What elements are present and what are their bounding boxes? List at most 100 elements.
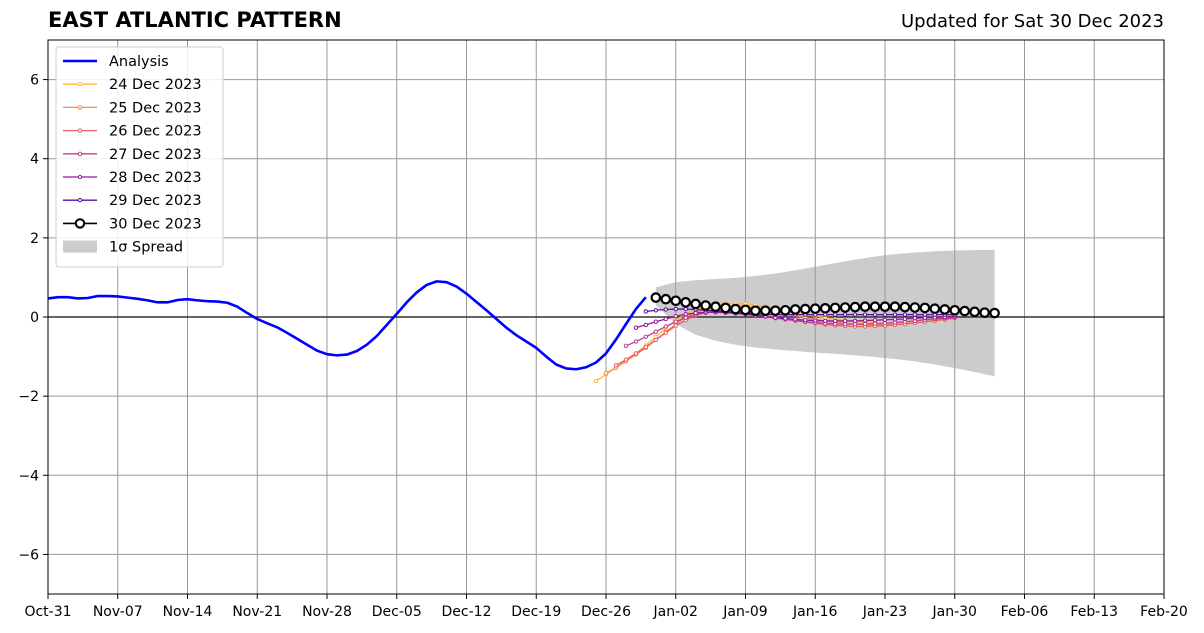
forecast-point: [643, 334, 649, 339]
forecast-point: [663, 316, 668, 322]
legend-label: 26 Dec 2023: [109, 124, 202, 140]
forecast-point: [750, 305, 761, 316]
forecast-point: [783, 316, 788, 321]
forecast-point: [902, 316, 908, 322]
forecast-point: [663, 324, 668, 329]
forecast-point: [813, 318, 818, 323]
forecast-point: [929, 303, 941, 314]
forecast-point: [959, 305, 971, 317]
forecast-point: [912, 315, 918, 321]
forecast-point: [872, 312, 878, 317]
forecast-point: [653, 337, 659, 343]
x-tick-label: Nov-07: [93, 604, 143, 620]
forecast-point: [693, 310, 698, 316]
forecast-point: [829, 302, 841, 314]
forecast-point: [862, 318, 868, 323]
legend-swatch-marker: [77, 128, 83, 133]
y-tick-label: 6: [30, 73, 39, 89]
forecast-point: [790, 304, 801, 315]
forecast-point: [849, 301, 861, 313]
forecast-point: [593, 378, 599, 384]
legend-label: Analysis: [109, 54, 169, 70]
forecast-point: [832, 312, 838, 317]
forecast-point: [653, 308, 659, 313]
legend-item: 24 Dec 2023: [63, 77, 202, 93]
forecast-point: [892, 317, 898, 322]
forecast-point: [922, 312, 928, 317]
forecast-line: [625, 311, 955, 347]
forecast-point: [842, 318, 848, 324]
forecast-point: [770, 305, 781, 316]
forecast-point: [809, 303, 821, 314]
forecast-point: [852, 318, 858, 324]
x-tick-label: Dec-19: [511, 604, 561, 620]
x-tick-label: Jan-02: [653, 604, 698, 620]
forecast-point: [683, 312, 688, 317]
forecast-point: [670, 295, 682, 307]
forecast-point: [892, 312, 898, 317]
forecast-point: [839, 302, 851, 313]
forecast-point: [683, 306, 688, 312]
forecast-point: [852, 312, 858, 317]
y-tick-label: 4: [30, 152, 39, 168]
y-tick-label: 0: [30, 310, 39, 326]
analysis-line: [47, 280, 647, 371]
forecast-point: [633, 351, 639, 356]
forecast-point: [803, 317, 808, 323]
forecast-point: [760, 305, 771, 316]
legend-item: 27 Dec 2023: [63, 147, 202, 163]
x-tick-label: Jan-16: [792, 604, 838, 620]
forecast-point: [623, 357, 629, 362]
legend: Analysis 24 Dec 2023 25 Dec 2023 26 Dec 202…: [55, 46, 224, 268]
x-tick-label: Dec-12: [442, 604, 492, 620]
forecast-point: [643, 322, 649, 328]
forecast-point: [899, 301, 911, 313]
forecast-point: [862, 321, 868, 327]
forecast-point: [882, 317, 888, 322]
forecast-point: [869, 301, 881, 313]
ticks-group: Oct-31 Nov-07 Nov-14 Nov-21 Nov-28 Dec-05 Dec-…: [18, 73, 1187, 620]
y-tick-label: 2: [30, 231, 39, 247]
y-tick-label: −2: [18, 389, 39, 405]
forecast-point: [780, 304, 791, 316]
forecast-point: [919, 302, 931, 314]
forecast-point: [633, 339, 639, 344]
forecast-point: [663, 307, 668, 312]
forecast-point: [740, 304, 751, 316]
y-tick-label: −6: [18, 547, 39, 563]
legend-label: 30 Dec 2023: [109, 216, 202, 232]
forecast-point: [859, 301, 871, 313]
forecast-point: [902, 312, 908, 317]
legend-item: Analysis: [63, 54, 169, 70]
legend-swatch-marker: [77, 198, 83, 203]
legend-swatch-marker: [74, 218, 86, 229]
forecast-point: [823, 318, 828, 324]
x-tick-label: Dec-26: [581, 604, 631, 620]
legend-item: 28 Dec 2023: [63, 170, 202, 186]
forecast-point: [909, 302, 921, 313]
legend-swatch-marker: [77, 105, 83, 110]
forecast-point: [799, 303, 811, 315]
forecast-point: [650, 292, 662, 303]
legend-item: 25 Dec 2023: [63, 100, 202, 116]
forecast-point: [879, 301, 891, 313]
legend-label: 28 Dec 2023: [109, 170, 202, 186]
forecast-point: [683, 315, 688, 320]
x-tick-label: Dec-05: [372, 604, 422, 620]
legend-item: 30 Dec 2023: [63, 216, 202, 232]
forecast-point: [939, 304, 951, 315]
forecast-point: [643, 309, 649, 314]
x-tick-label: Jan-09: [722, 604, 767, 620]
forecast-point: [653, 319, 659, 324]
forecasts-group: [593, 292, 1000, 384]
legend-box: [55, 46, 224, 268]
legend-item: 26 Dec 2023: [63, 124, 202, 140]
legend-swatch-band: [63, 240, 97, 253]
legend-label: 24 Dec 2023: [109, 77, 202, 93]
forecast-point: [680, 297, 692, 308]
chart-updated-date: Updated for Sat 30 Dec 2023: [900, 11, 1164, 32]
forecast-point: [949, 304, 961, 316]
forecast-point: [643, 344, 649, 350]
forecast-point: [862, 312, 868, 317]
